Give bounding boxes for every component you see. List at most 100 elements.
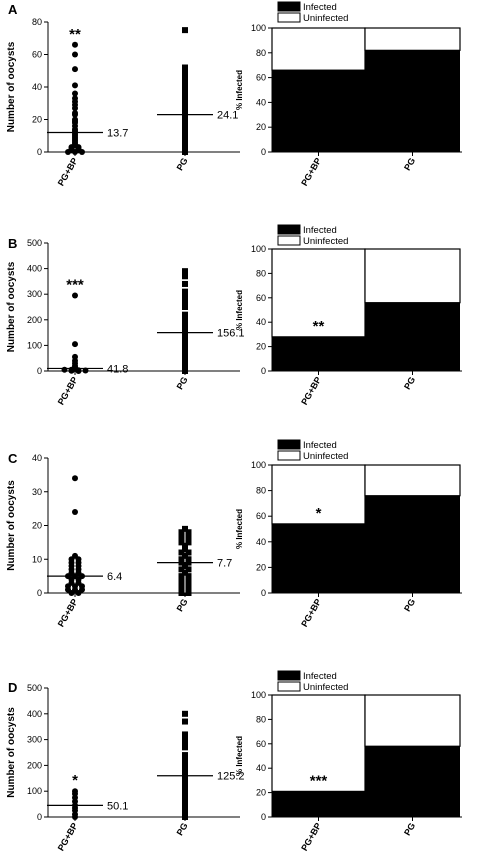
legend-label: Uninfected [303, 13, 348, 24]
y-tick-label: 100 [27, 340, 42, 350]
data-point [178, 556, 185, 563]
y-tick-label: 80 [256, 48, 266, 58]
data-point [182, 352, 188, 359]
y-tick-label: 20 [256, 788, 266, 798]
legend-swatch [277, 681, 301, 692]
data-point [75, 368, 82, 374]
legend-label: Infected [303, 2, 337, 13]
x-category-label: PG [175, 821, 190, 837]
data-point [182, 546, 188, 553]
panel-letter: A [8, 2, 18, 17]
data-point [72, 90, 78, 97]
data-point [72, 105, 78, 112]
x-category-label: PG+BP [56, 156, 80, 188]
significance-label: ** [69, 26, 81, 43]
y-tick-label: 0 [37, 147, 42, 157]
y-tick-label: 100 [251, 23, 266, 33]
data-point [178, 532, 185, 539]
data-point [185, 536, 192, 542]
y-tick-label: 40 [32, 82, 42, 92]
y-tick-label: 0 [261, 366, 266, 376]
legend-label: Infected [303, 225, 337, 236]
data-point [182, 525, 188, 532]
data-point [182, 767, 188, 774]
data-point [185, 556, 192, 563]
y-tick-label: 0 [37, 588, 42, 598]
data-point [72, 111, 78, 118]
x-category-label: PG+BP [299, 375, 323, 407]
data-point [182, 93, 188, 100]
data-point [178, 566, 185, 573]
bar-infected [272, 336, 365, 371]
legend-swatch [277, 1, 301, 12]
data-point [68, 367, 75, 374]
data-point [182, 300, 188, 307]
median-label: 24.1 [217, 110, 238, 122]
bar-uninfected [364, 27, 461, 51]
data-point [182, 337, 188, 344]
x-category-label: PG [175, 375, 190, 391]
x-category-label: PG [402, 375, 417, 391]
data-point [182, 123, 188, 129]
y-tick-label: 80 [256, 268, 266, 278]
panel-letter: B [8, 236, 17, 251]
data-point [182, 268, 188, 275]
data-point [182, 295, 188, 302]
y-tick-label: 0 [261, 147, 266, 157]
y-axis-label: Number of oocysts [6, 707, 17, 798]
panel-letter: C [8, 451, 18, 466]
data-point [182, 273, 188, 280]
data-point [72, 51, 78, 58]
data-point [185, 539, 192, 546]
data-point [178, 590, 185, 596]
data-point [182, 84, 188, 90]
y-tick-label: 100 [251, 244, 266, 254]
y-tick-label: 100 [251, 460, 266, 470]
y-tick-label: 0 [37, 366, 42, 376]
data-point [182, 752, 188, 759]
data-point [182, 315, 188, 322]
median-label: 125.2 [217, 771, 245, 783]
data-point [182, 113, 188, 120]
y-axis-label: % Infected [235, 736, 244, 776]
data-point [182, 27, 188, 34]
data-point [182, 569, 188, 576]
legend-label: Infected [303, 440, 337, 451]
y-tick-label: 10 [32, 554, 42, 564]
legend-swatch [277, 235, 301, 246]
legend-label: Uninfected [303, 451, 348, 462]
y-axis-label: % Infected [235, 290, 244, 330]
panel-letter: D [8, 680, 17, 695]
data-point [182, 798, 188, 805]
data-point [185, 529, 192, 536]
y-tick-label: 0 [261, 588, 266, 598]
data-point [75, 590, 82, 596]
data-point [65, 149, 71, 155]
data-point [182, 77, 188, 84]
y-tick-label: 100 [27, 786, 42, 796]
y-axis-label: % Infected [235, 509, 244, 549]
data-point [182, 739, 188, 746]
y-tick-label: 400 [27, 264, 42, 274]
significance-label: *** [310, 772, 328, 789]
data-point [182, 718, 188, 725]
x-category-label: PG+BP [56, 375, 80, 407]
data-point [182, 344, 188, 351]
bar-infected [365, 50, 460, 152]
scatter-panel-b: B 0 100 200 300 400 500 Number of oocysts PG+BP P… [6, 236, 245, 407]
data-point [72, 41, 78, 48]
data-point [79, 149, 85, 155]
y-tick-label: 60 [256, 739, 266, 749]
data-point [182, 90, 188, 97]
data-point [182, 332, 188, 339]
bar-infected [365, 746, 460, 817]
y-tick-label: 20 [256, 562, 266, 572]
data-point [178, 539, 185, 546]
median-label: 13.7 [107, 128, 128, 140]
data-point [182, 744, 188, 751]
